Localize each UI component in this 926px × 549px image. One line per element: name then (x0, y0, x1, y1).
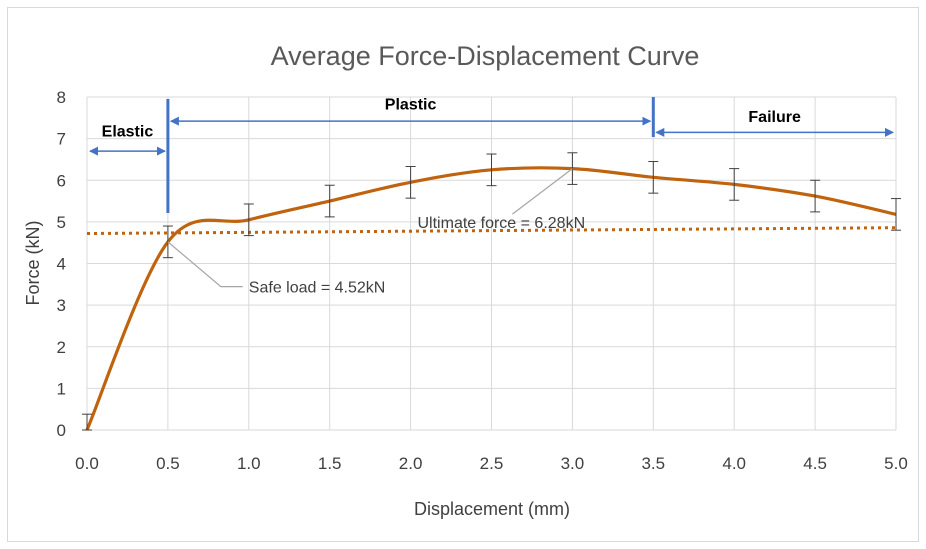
x-tick-label: 3.0 (561, 454, 585, 473)
region-label-elastic: Elastic (102, 124, 154, 141)
error-bar (405, 166, 416, 199)
annotation: Safe load = 4.52kN (167, 241, 386, 297)
error-bar (891, 198, 901, 231)
x-tick-label: 2.5 (480, 454, 504, 473)
error-bar (82, 413, 92, 431)
region-label-failure: Failure (748, 109, 801, 126)
force-curve-line (85, 166, 897, 431)
x-tick-label: 1.0 (237, 454, 261, 473)
chart-title: Average Force-Displacement Curve (271, 41, 700, 71)
x-tick-label: 1.5 (318, 454, 342, 473)
force-curve (85, 166, 897, 431)
y-tick-label: 6 (57, 171, 66, 190)
y-tick-label: 8 (57, 88, 66, 107)
region-markers: Elastic Plastic Failure (89, 96, 894, 213)
error-bar (729, 168, 740, 201)
y-tick-label: 3 (57, 296, 66, 315)
region-label-plastic: Plastic (385, 96, 437, 113)
x-tick-label: 0.0 (75, 454, 99, 473)
x-tick-label: 3.5 (641, 454, 665, 473)
error-bar (486, 153, 497, 187)
error-bar (243, 203, 254, 237)
error-bars (82, 152, 901, 431)
safe-load-label: Safe load = 4.52kN (249, 280, 386, 297)
gridlines (86, 96, 897, 431)
annotation: Ultimate force = 6.28kN (418, 168, 586, 232)
y-tick-label: 7 (57, 130, 66, 149)
x-tick-label: 0.5 (156, 454, 180, 473)
chart-frame (7, 7, 919, 542)
y-tick-label: 2 (57, 338, 66, 357)
tick-labels: 0 1 2 3 4 5 6 7 8 0.0 0.5 1.0 1.5 2.0 2.5 3.0 3.5 4.0 4.5 5… (57, 88, 908, 473)
x-tick-label: 4.0 (722, 454, 746, 473)
trend-line-dotted (86, 226, 897, 236)
error-bar (648, 161, 659, 194)
y-axis-title: Force (kN) (23, 221, 43, 306)
y-tick-label: 0 (57, 421, 66, 440)
x-tick-label: 5.0 (884, 454, 908, 473)
trend-line (86, 226, 897, 236)
annotations: Safe load = 4.52kN Ultimate force = 6.28k… (167, 168, 586, 297)
y-tick-label: 1 (57, 379, 66, 398)
error-bar (324, 184, 335, 218)
x-tick-label: 4.5 (803, 454, 827, 473)
ultimate-force-label: Ultimate force = 6.28kN (418, 215, 586, 232)
x-axis-title: Displacement (mm) (414, 499, 570, 519)
error-bar (810, 179, 821, 213)
y-tick-label: 5 (57, 213, 66, 232)
x-tick-label: 2.0 (399, 454, 423, 473)
y-tick-label: 4 (57, 255, 66, 274)
